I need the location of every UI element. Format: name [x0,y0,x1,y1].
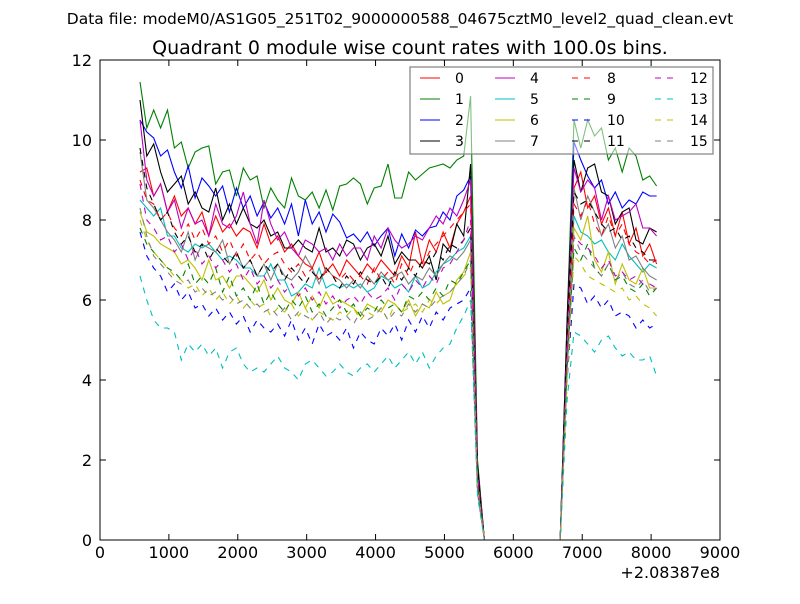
x-tick-label: 4000 [355,543,396,562]
x-tick-label: 7000 [562,543,603,562]
legend-label-5: 5 [530,92,539,108]
axes-layer: 0 1000 2000 3000 4000 5000 6000 7000 8000 9000 0 2 4… [72,51,741,562]
x-tick-label: 1000 [149,543,190,562]
legend-label-1: 1 [455,92,464,108]
legend-label-2: 2 [455,113,464,129]
x-tick-label: 5000 [424,543,465,562]
x-tick-label: 0 [95,543,105,562]
x-offset-label: +2.08387e8 [620,563,720,582]
legend-label-7: 7 [530,134,539,150]
x-tick-label: 8000 [631,543,672,562]
series-line-1 [139,81,658,541]
series-line-4 [139,119,658,541]
legend-label-13: 13 [690,92,708,108]
legend-label-11: 11 [607,134,625,150]
y-tick-label: 12 [72,51,92,70]
legend-label-8: 8 [607,71,616,87]
y-tick-label: 10 [72,131,92,150]
series-line-8 [139,179,657,541]
legend-label-14: 14 [690,113,708,129]
series-line-13 [139,275,658,541]
legend-label-3: 3 [455,134,464,150]
legend-label-6: 6 [530,113,539,129]
x-tick-label: 9000 [700,543,741,562]
series-line-10 [139,231,657,541]
legend-label-15: 15 [690,134,708,150]
y-tick-label: 2 [82,451,92,470]
y-tick-label: 8 [82,211,92,230]
legend-label-10: 10 [607,113,625,129]
legend-box [409,66,714,155]
legend-label-0: 0 [455,71,464,87]
legend-label-4: 4 [530,71,539,87]
x-tick-label: 6000 [493,543,534,562]
data-file-suptitle: Data file: modeM0/AS1G05_251T02_90000005… [67,10,733,29]
chart-title: Quadrant 0 module wise count rates with … [152,37,668,59]
series-line-3 [139,99,657,541]
x-tick-label: 3000 [286,543,327,562]
legend-label-12: 12 [690,71,708,87]
legend-label-9: 9 [607,92,616,108]
series-line-14 [139,219,658,541]
x-tick-label: 2000 [217,543,258,562]
series-layer [139,81,658,541]
series-line-11 [139,147,657,541]
y-tick-label: 6 [82,291,92,310]
y-tick-label: 4 [82,371,92,390]
y-tick-label: 0 [82,531,92,550]
